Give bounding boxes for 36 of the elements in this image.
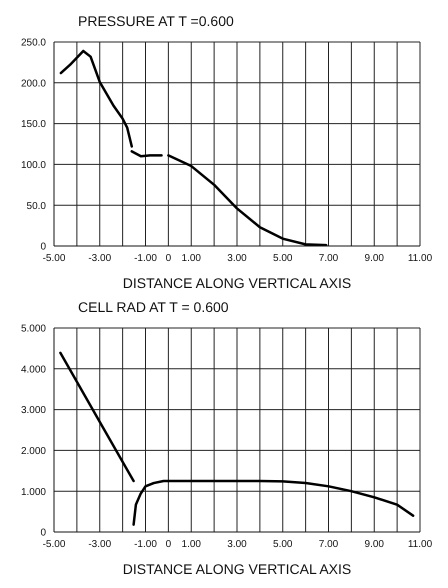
chart-title: CELL RAD AT T = 0.600 bbox=[77, 298, 230, 317]
y-tick-label: 150.0 bbox=[20, 119, 46, 130]
x-tick-label: 5.00 bbox=[273, 253, 293, 264]
x-tick-label: 0 bbox=[166, 539, 172, 550]
y-tick-label: 200.0 bbox=[20, 78, 46, 90]
x-tick-label: 9.00 bbox=[364, 539, 384, 550]
x-tick-label: -5.00 bbox=[42, 253, 66, 264]
y-tick-label: 3.000 bbox=[20, 405, 46, 416]
y-tick-label: 50.0 bbox=[26, 200, 46, 212]
x-tick-label: 5.00 bbox=[273, 539, 293, 550]
y-tick-label: 100.0 bbox=[20, 160, 46, 171]
x-tick-label: 9.00 bbox=[364, 253, 384, 264]
x-tick-label: -5.00 bbox=[42, 539, 66, 550]
x-tick-label: 1.00 bbox=[182, 539, 202, 550]
x-tick-label: -3.00 bbox=[88, 253, 112, 264]
y-tick-label: 0 bbox=[40, 242, 46, 253]
x-tick-label: -1.00 bbox=[134, 253, 158, 264]
y-tick-label: 0 bbox=[40, 528, 46, 539]
x-tick-label: 11.00 bbox=[408, 253, 433, 264]
x-tick-label: 1.00 bbox=[182, 253, 202, 264]
chart-title: PRESSURE AT T =0.600 bbox=[77, 12, 235, 31]
y-tick-label: 5.000 bbox=[20, 324, 46, 335]
y-tick-label: 2.000 bbox=[20, 446, 46, 457]
x-axis-title: DISTANCE ALONG VERTICAL AXIS bbox=[122, 275, 352, 291]
x-tick-label: 3.00 bbox=[227, 253, 248, 264]
x-tick-label: -1.00 bbox=[134, 539, 158, 550]
y-tick-label: 4.000 bbox=[20, 364, 46, 376]
x-tick-label: 3.00 bbox=[227, 539, 248, 550]
y-tick-label: 1.000 bbox=[20, 486, 46, 498]
y-tick-label: 250.0 bbox=[20, 38, 46, 49]
x-tick-label: 7.00 bbox=[318, 253, 339, 264]
x-axis-title: DISTANCE ALONG VERTICAL AXIS bbox=[122, 561, 352, 577]
x-tick-label: 11.00 bbox=[408, 539, 433, 550]
x-tick-label: 0 bbox=[166, 253, 172, 264]
x-tick-label: -3.00 bbox=[88, 539, 112, 550]
x-tick-label: 7.00 bbox=[318, 539, 339, 550]
